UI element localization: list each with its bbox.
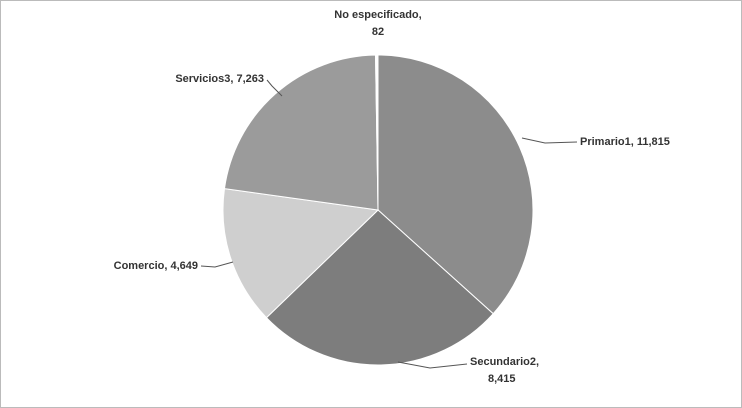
data-label: Secundario2, — [470, 356, 539, 368]
leader-line — [397, 361, 468, 369]
pie-slice — [223, 54, 379, 211]
pie-slice — [375, 54, 379, 211]
pie-slice — [377, 54, 534, 315]
leader-line — [266, 79, 283, 97]
data-label: Comercio, 4,649 — [114, 260, 198, 272]
data-label: No especificado, — [334, 9, 421, 21]
data-label: 8,415 — [488, 373, 516, 385]
leader-line — [200, 261, 234, 268]
data-label: Servicios3, 7,263 — [175, 73, 264, 85]
pie-slice — [222, 188, 380, 319]
pie-slice — [265, 209, 494, 366]
leader-line — [521, 137, 578, 144]
data-label: Primario1, 11,815 — [580, 136, 670, 148]
data-label: 82 — [372, 26, 384, 38]
